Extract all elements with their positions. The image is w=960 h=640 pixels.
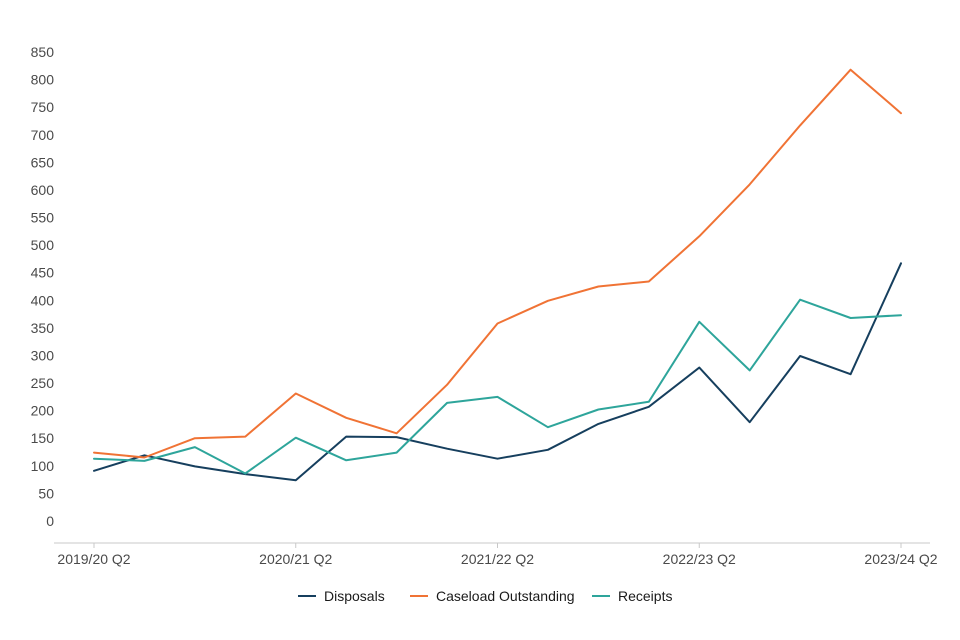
y-axis-ticks: 0 50 100 150 200 250 300 350 400 450 500 550 600 650 7… (31, 44, 55, 529)
y-tick-label: 350 (31, 320, 55, 336)
y-tick-label: 250 (31, 375, 55, 391)
y-tick-label: 800 (31, 72, 55, 88)
x-tick-label: 2020/21 Q2 (259, 551, 332, 567)
series-line-receipts (93, 298, 902, 475)
legend-label: Caseload Outstanding (436, 588, 575, 604)
y-tick-label: 450 (31, 265, 55, 281)
legend-label: Disposals (324, 588, 385, 604)
series-line-disposals (93, 262, 902, 482)
x-tick-label: 2021/22 Q2 (461, 551, 534, 567)
series-line-caseload-outstanding (93, 68, 902, 459)
y-tick-label: 300 (31, 347, 55, 363)
y-tick-label: 750 (31, 99, 55, 115)
y-tick-label: 400 (31, 292, 55, 308)
y-tick-label: 0 (46, 513, 54, 529)
x-tick-label: 2022/23 Q2 (663, 551, 736, 567)
legend: Disposals Caseload Outstanding Receipts (298, 588, 672, 604)
y-tick-label: 200 (31, 403, 55, 419)
y-tick-label: 550 (31, 210, 55, 226)
y-tick-label: 100 (31, 458, 55, 474)
x-tick-label: 2023/24 Q2 (864, 551, 937, 567)
y-tick-label: 150 (31, 430, 55, 446)
y-tick-label: 700 (31, 127, 55, 143)
legend-item: Disposals (298, 588, 385, 604)
x-tick-label: 2019/20 Q2 (57, 551, 130, 567)
y-tick-label: 600 (31, 182, 55, 198)
y-tick-label: 850 (31, 44, 55, 60)
x-axis-ticks: 2019/20 Q2 2020/21 Q2 2021/22 Q2 2022/23 Q2… (57, 543, 938, 567)
legend-item: Caseload Outstanding (410, 588, 575, 604)
series-lines (93, 68, 902, 482)
legend-item: Receipts (592, 588, 672, 604)
legend-label: Receipts (618, 588, 672, 604)
y-tick-label: 50 (38, 485, 54, 501)
y-tick-label: 500 (31, 237, 55, 253)
y-tick-label: 650 (31, 154, 55, 170)
